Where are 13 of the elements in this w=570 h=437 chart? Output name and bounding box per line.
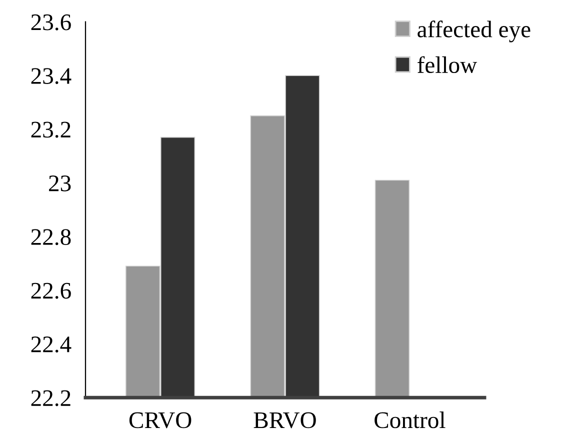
y-tick-label: 22.4 — [31, 336, 72, 353]
y-tick-label: 22.8 — [31, 229, 71, 246]
x-tick-label: Control — [374, 412, 446, 428]
y-tick-label: 23.6 — [31, 14, 71, 30]
y-tick-label: 23.2 — [31, 122, 70, 138]
y-tick-label: 23.4 — [31, 68, 72, 84]
y-tick-label: 23 — [49, 175, 71, 192]
x-tick-label: CRVO — [129, 412, 192, 428]
legend-label: affected eye — [418, 20, 530, 42]
y-tick-label: 22.6 — [31, 282, 71, 299]
y-tick-label: 22.2 — [31, 390, 70, 406]
legend-label: fellow — [418, 56, 478, 74]
x-tick-label: BRVO — [254, 412, 316, 428]
